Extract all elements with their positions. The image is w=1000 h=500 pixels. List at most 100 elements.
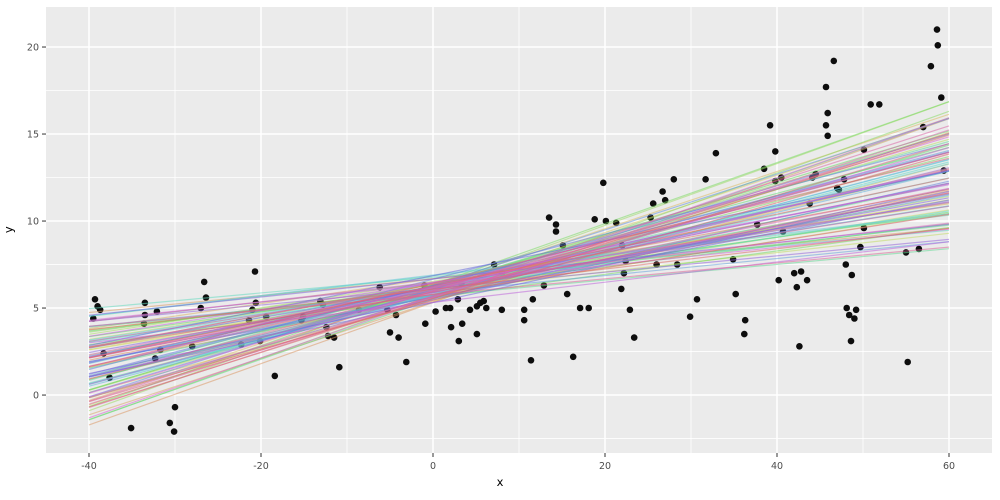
data-point <box>659 188 666 195</box>
data-point <box>824 132 831 140</box>
fit-line <box>88 125 950 402</box>
x-tick-label: 20 <box>599 461 611 472</box>
data-point <box>483 304 490 312</box>
x-tick-label: 0 <box>430 461 436 472</box>
data-point <box>848 271 856 279</box>
data-point <box>772 148 779 155</box>
x-axis-title: x <box>496 475 504 489</box>
x-tick-label: -40 <box>81 461 97 472</box>
fit-line <box>88 170 950 347</box>
data-point <box>830 57 838 65</box>
data-point <box>649 200 657 207</box>
data-point <box>851 315 858 322</box>
data-point <box>527 357 535 364</box>
data-point <box>793 283 801 291</box>
data-point <box>91 296 99 303</box>
data-point <box>455 337 463 345</box>
fit-line <box>88 205 950 342</box>
y-tick-label: 0 <box>33 391 39 402</box>
data-point <box>591 216 598 223</box>
y-axis-title: y <box>1 226 16 234</box>
x-tick-label: 60 <box>943 461 955 472</box>
x-tick-label: -20 <box>253 461 269 472</box>
fit-line <box>88 136 950 394</box>
data-point <box>127 424 135 432</box>
data-point <box>822 122 830 129</box>
data-point <box>933 26 941 33</box>
data-point <box>569 353 577 361</box>
data-point <box>271 372 279 380</box>
fit-line <box>88 134 950 408</box>
data-point <box>927 62 935 70</box>
data-point <box>386 329 394 336</box>
data-point <box>498 306 506 314</box>
data-point <box>520 306 528 314</box>
data-point <box>520 316 528 324</box>
data-point <box>251 268 259 275</box>
data-point <box>847 337 855 345</box>
data-point <box>796 343 803 350</box>
data-point <box>938 94 945 101</box>
data-point <box>803 276 811 284</box>
data-point <box>822 83 830 91</box>
fit-line <box>88 227 950 331</box>
data-point <box>857 243 864 251</box>
data-point <box>480 297 488 305</box>
data-point <box>824 109 831 117</box>
y-tick-label: 5 <box>33 304 39 315</box>
fit-line <box>88 153 950 399</box>
y-tick-label: 15 <box>27 130 39 141</box>
data-point <box>447 323 455 331</box>
data-point <box>473 330 481 338</box>
data-point <box>712 149 720 157</box>
data-point <box>585 304 592 312</box>
data-point <box>876 101 883 108</box>
data-point <box>693 296 701 303</box>
fit-line <box>88 213 950 349</box>
data-point <box>626 306 634 314</box>
data-point <box>741 330 748 338</box>
data-point <box>867 101 874 108</box>
x-tick-label: 40 <box>771 461 783 472</box>
data-point <box>904 358 911 366</box>
data-point <box>552 228 560 235</box>
fit-line <box>88 151 950 380</box>
data-point <box>766 122 774 129</box>
data-point <box>141 299 149 307</box>
data-point <box>775 276 782 284</box>
data-point <box>336 363 343 371</box>
data-point <box>741 316 749 324</box>
data-point <box>403 358 410 366</box>
data-point <box>171 403 179 411</box>
data-point <box>576 304 584 312</box>
data-point <box>529 296 537 303</box>
data-point <box>732 290 739 298</box>
y-tick-label: 10 <box>27 217 39 228</box>
data-point <box>797 268 805 275</box>
data-point <box>618 285 625 293</box>
data-point <box>934 42 942 49</box>
data-point <box>686 313 694 321</box>
data-point <box>852 306 860 314</box>
data-point <box>670 176 678 183</box>
fit-line <box>88 157 950 368</box>
data-point <box>600 179 607 187</box>
fit-line <box>88 143 950 403</box>
data-point <box>432 308 439 315</box>
data-point <box>845 311 853 319</box>
data-point <box>563 290 571 298</box>
data-point <box>702 176 709 183</box>
data-point <box>422 320 429 328</box>
fit-line <box>88 188 950 348</box>
data-point <box>200 278 208 286</box>
data-point <box>552 221 560 228</box>
data-point <box>446 304 454 312</box>
data-point <box>545 214 553 221</box>
data-point <box>630 334 638 341</box>
data-point <box>395 334 402 341</box>
data-point <box>790 269 798 277</box>
y-tick-label: 20 <box>27 43 39 54</box>
data-point <box>842 261 850 268</box>
